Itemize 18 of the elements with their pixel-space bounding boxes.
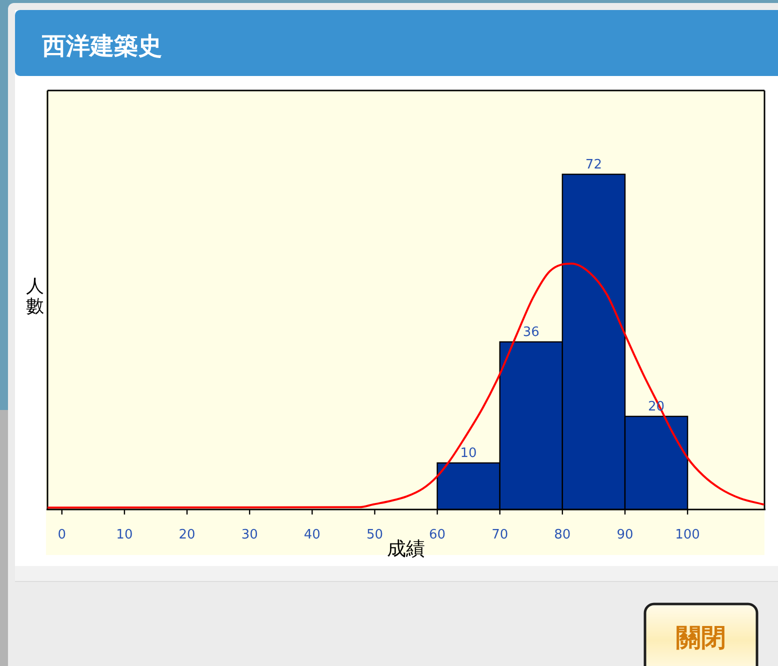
data-label: 36 — [522, 324, 540, 340]
x-tick-label: 60 — [429, 528, 446, 542]
x-tick-label: 0 — [58, 528, 66, 542]
x-tick-label: 90 — [616, 528, 634, 542]
x-tick-label: 100 — [675, 528, 700, 542]
button-label: 關閉 — [676, 624, 726, 652]
title: 西洋建築史 — [42, 33, 162, 60]
x-tick-label: 50 — [366, 528, 383, 542]
data-label: 72 — [585, 157, 602, 172]
x-tick-label: 30 — [241, 528, 258, 542]
x-tick-label: 70 — [492, 528, 508, 542]
x-tick-label: 10 — [116, 528, 133, 542]
x-tick-label: 20 — [178, 528, 196, 542]
x-tick-label: 40 — [304, 528, 320, 542]
x-tick-label: 80 — [554, 528, 571, 542]
y-label: 人數 — [26, 276, 44, 316]
data-label: 10 — [460, 446, 477, 461]
x-label: 成績 — [387, 539, 425, 560]
